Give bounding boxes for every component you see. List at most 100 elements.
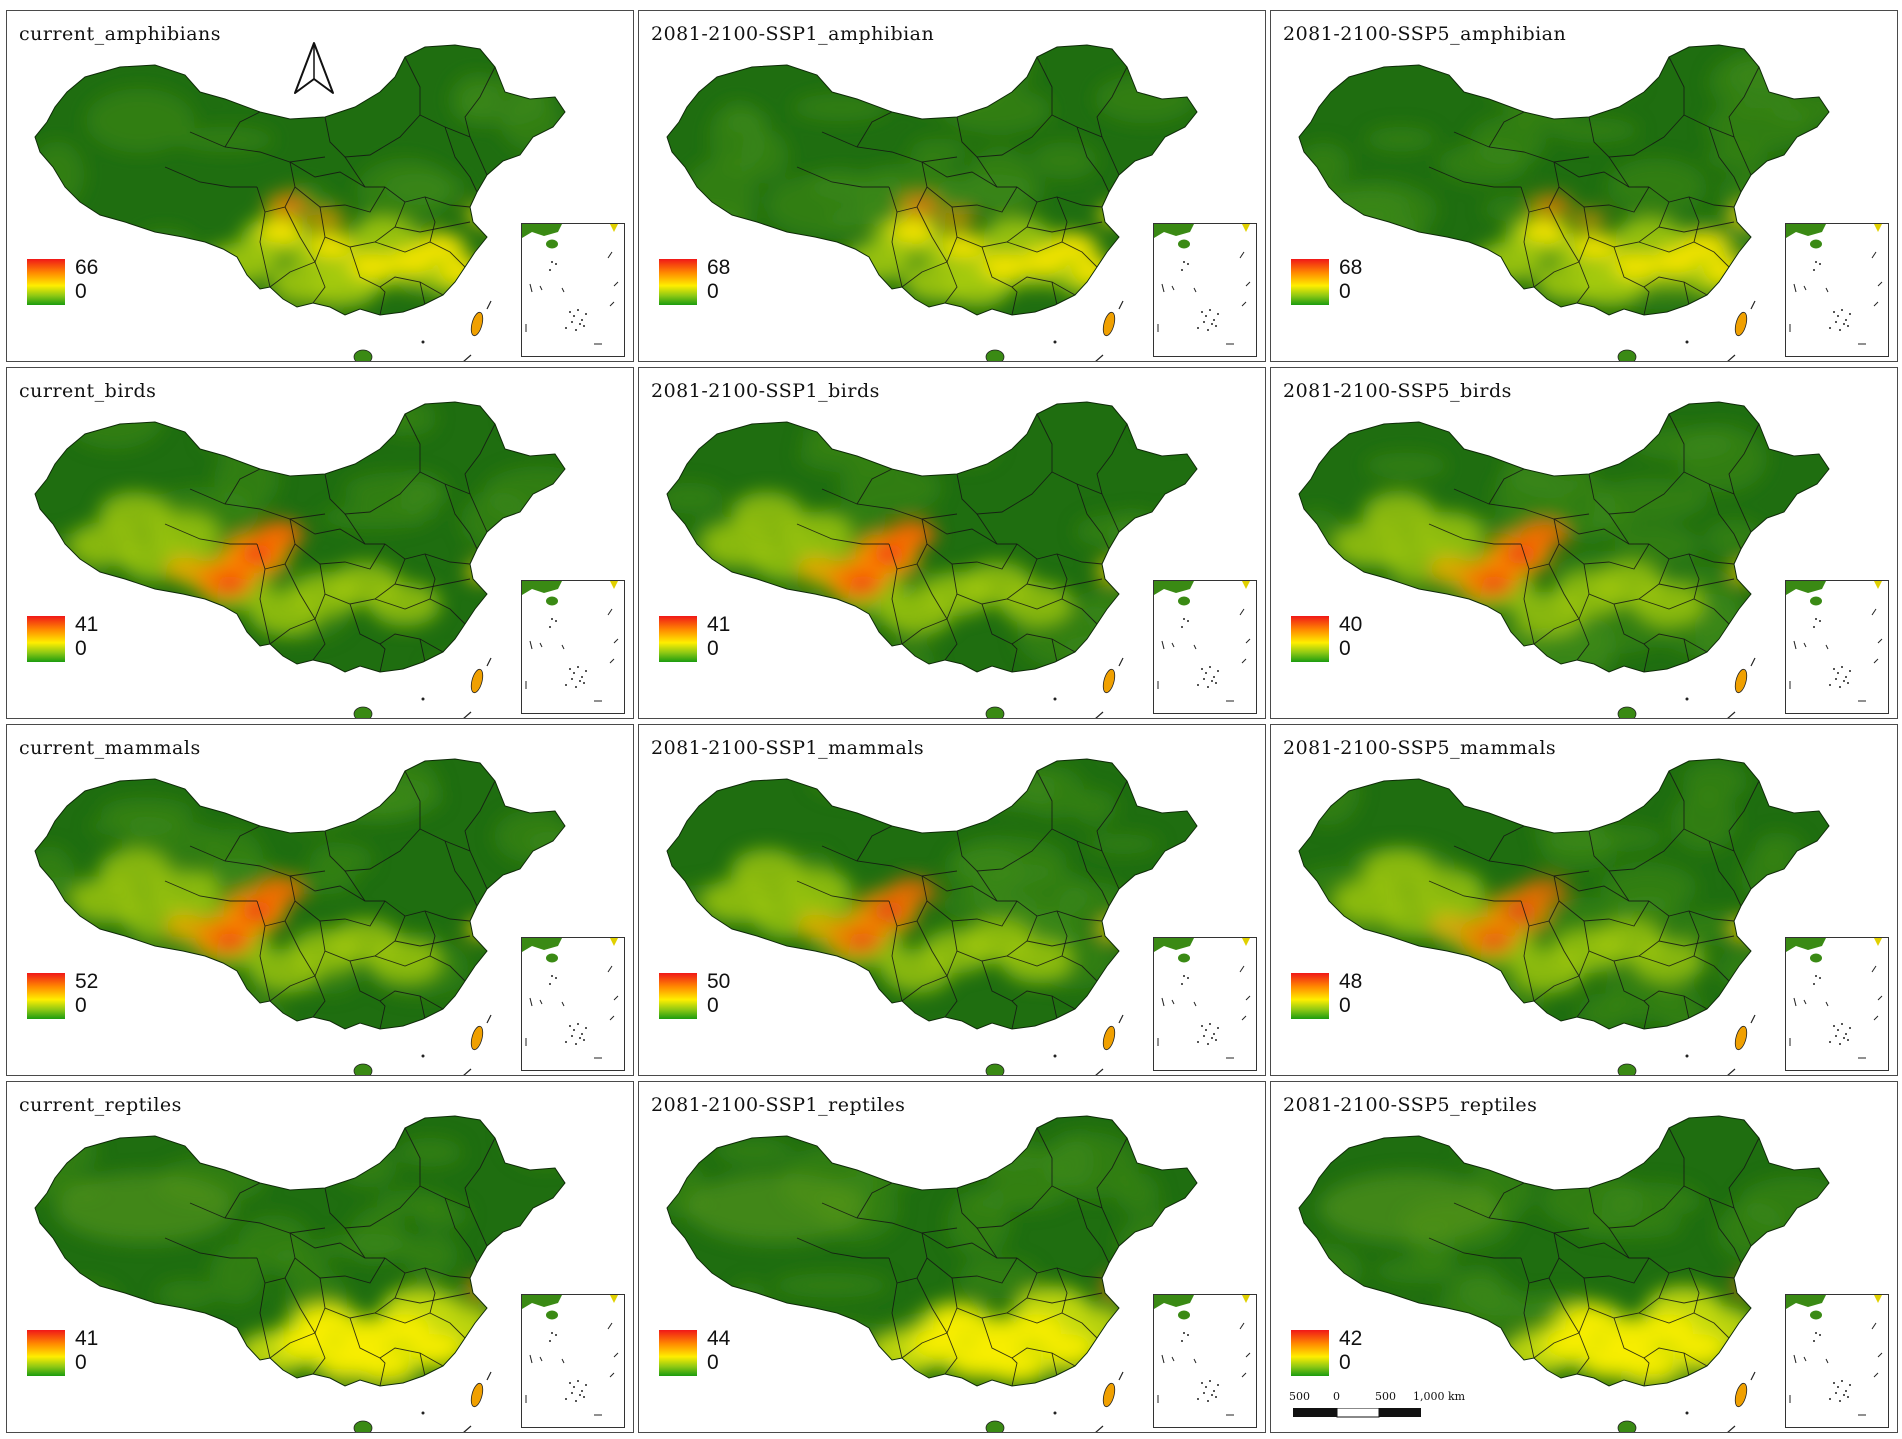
legend-min-value: 0	[707, 637, 719, 660]
legend-min-value: 0	[1339, 280, 1351, 303]
inset-map	[1786, 938, 1883, 1059]
south-china-sea-inset	[1785, 223, 1889, 357]
map-body	[666, 401, 1198, 718]
north-arrow-icon	[294, 42, 334, 94]
scale-bar-label: 0	[1333, 1390, 1340, 1403]
legend-max-value: 44	[707, 1327, 731, 1350]
legend-max-value: 50	[707, 970, 731, 993]
legend-min-value: 0	[75, 994, 87, 1017]
legend-max-value: 66	[75, 256, 99, 279]
south-china-sea-inset	[521, 937, 625, 1071]
inset-map	[1786, 224, 1883, 345]
map-panel: 2081-2100-SSP5_birds 40 0	[1270, 367, 1898, 719]
panel-title: 2081-2100-SSP1_amphibian	[651, 23, 935, 45]
legend-max-value: 41	[75, 613, 99, 636]
map-body	[666, 44, 1198, 361]
legend-color-ramp	[1291, 973, 1329, 1019]
inset-map	[1786, 581, 1883, 702]
scale-bar-graphic	[1293, 1408, 1421, 1418]
south-china-sea-inset	[521, 580, 625, 714]
map-panel: current_amphibians 66 0	[6, 10, 634, 362]
china-map	[666, 758, 1198, 1075]
panel-title: 2081-2100-SSP1_birds	[651, 380, 880, 402]
map-body	[1298, 758, 1830, 1075]
panel-title: 2081-2100-SSP1_reptiles	[651, 1094, 906, 1116]
legend-max-value: 52	[75, 970, 99, 993]
panel-title: current_amphibians	[19, 23, 222, 45]
panel-title: 2081-2100-SSP5_birds	[1283, 380, 1512, 402]
legend-color-ramp	[27, 1330, 65, 1376]
south-china-sea-inset	[1153, 223, 1257, 357]
legend-min-value: 0	[75, 637, 87, 660]
china-map	[34, 401, 566, 718]
legend-min-value: 0	[75, 280, 87, 303]
legend-color-ramp	[659, 973, 697, 1019]
china-map	[1298, 44, 1830, 361]
inset-map	[1154, 224, 1251, 345]
south-china-sea-inset	[1785, 580, 1889, 714]
inset-map	[1154, 581, 1251, 702]
legend-color-ramp	[1291, 1330, 1329, 1376]
panel-title: 2081-2100-SSP5_mammals	[1283, 737, 1557, 759]
legend-max-value: 48	[1339, 970, 1363, 993]
map-panel: 2081-2100-SSP5_reptiles 42 0 500 0 500 1,000 k…	[1270, 1081, 1898, 1433]
legend-max-value: 41	[707, 613, 731, 636]
legend-color-ramp	[27, 616, 65, 662]
inset-map	[522, 224, 619, 345]
map-body	[1298, 401, 1830, 718]
inset-map	[1786, 1295, 1883, 1416]
legend-color-ramp	[659, 259, 697, 305]
south-china-sea-inset	[1153, 937, 1257, 1071]
china-map	[34, 1115, 566, 1432]
legend-color-ramp	[1291, 616, 1329, 662]
map-panel: 2081-2100-SSP5_amphibian 68 0	[1270, 10, 1898, 362]
scale-bar-label: 500	[1289, 1390, 1310, 1403]
panel-title: 2081-2100-SSP1_mammals	[651, 737, 925, 759]
china-map	[666, 401, 1198, 718]
south-china-sea-inset	[1153, 580, 1257, 714]
inset-map	[522, 938, 619, 1059]
legend-min-value: 0	[707, 1351, 719, 1374]
china-map	[1298, 758, 1830, 1075]
map-body	[1298, 1115, 1830, 1432]
legend-color-ramp	[1291, 259, 1329, 305]
legend-min-value: 0	[707, 280, 719, 303]
map-panel: 2081-2100-SSP1_amphibian 68 0	[638, 10, 1266, 362]
legend-min-value: 0	[1339, 637, 1351, 660]
legend-min-value: 0	[1339, 1351, 1351, 1374]
south-china-sea-inset	[521, 1294, 625, 1428]
legend-max-value: 40	[1339, 613, 1363, 636]
panel-title: 2081-2100-SSP5_reptiles	[1283, 1094, 1538, 1116]
china-map	[666, 1115, 1198, 1432]
legend-min-value: 0	[707, 994, 719, 1017]
inset-map	[1154, 938, 1251, 1059]
legend-color-ramp	[27, 973, 65, 1019]
south-china-sea-inset	[1785, 937, 1889, 1071]
panel-title: 2081-2100-SSP5_amphibian	[1283, 23, 1567, 45]
inset-map	[1154, 1295, 1251, 1416]
map-body	[34, 758, 566, 1075]
map-panel: 2081-2100-SSP1_reptiles 44 0	[638, 1081, 1266, 1433]
legend-min-value: 0	[1339, 994, 1351, 1017]
legend-color-ramp	[27, 259, 65, 305]
legend-color-ramp	[659, 616, 697, 662]
scale-bar-label: 1,000 km	[1413, 1390, 1466, 1403]
legend-max-value: 41	[75, 1327, 99, 1350]
china-map	[1298, 1115, 1830, 1432]
map-panel: 2081-2100-SSP1_mammals 50 0	[638, 724, 1266, 1076]
map-body	[34, 1115, 566, 1432]
legend-max-value: 68	[707, 256, 731, 279]
inset-map	[522, 581, 619, 702]
map-body	[666, 1115, 1198, 1432]
map-panel: current_birds 41 0	[6, 367, 634, 719]
map-panel: 2081-2100-SSP5_mammals 48 0	[1270, 724, 1898, 1076]
legend-max-value: 68	[1339, 256, 1363, 279]
scale-bar-label: 500	[1375, 1390, 1396, 1403]
map-panel: current_mammals 52 0	[6, 724, 634, 1076]
south-china-sea-inset	[521, 223, 625, 357]
south-china-sea-inset	[1785, 1294, 1889, 1428]
map-panel: current_reptiles 41 0	[6, 1081, 634, 1433]
panel-title: current_birds	[19, 380, 157, 402]
china-map	[1298, 401, 1830, 718]
